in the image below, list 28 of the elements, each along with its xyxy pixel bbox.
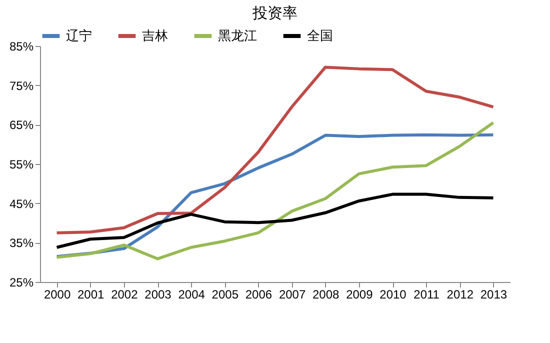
legend-label: 黑龙江 [218, 28, 257, 43]
x-tick-label: 2013 [480, 288, 508, 302]
y-tick-label: 35% [9, 236, 34, 250]
legend-label: 全国 [307, 28, 333, 43]
x-tick-label: 2010 [380, 288, 407, 302]
line-series [55, 66, 495, 234]
x-tick-label: 2008 [312, 288, 340, 302]
chart-title: 投资率 [252, 5, 298, 22]
legend-label: 吉林 [142, 28, 168, 43]
y-tick-label: 85% [9, 40, 34, 54]
y-tick-label: 75% [9, 78, 34, 93]
y-tick-label: 25% [9, 276, 34, 290]
x-tick-label: 2002 [111, 288, 138, 302]
x-tick-label: 2000 [44, 288, 71, 302]
x-tick-label: 2003 [144, 288, 172, 302]
x-tick-label: 2005 [212, 288, 239, 302]
legend-label: 辽宁 [66, 28, 92, 43]
x-tick-label: 2006 [245, 288, 272, 302]
y-tick-label: 55% [9, 158, 34, 172]
x-tick-label: 2011 [414, 288, 440, 302]
x-tick-label: 2004 [178, 288, 206, 302]
x-tick-label: 2009 [346, 288, 374, 302]
y-tick-label: 45% [9, 196, 34, 211]
x-tick-label: 2001 [78, 288, 105, 302]
y-tick-label: 65% [9, 118, 34, 132]
x-tick-label: 2012 [446, 288, 474, 302]
line-series [55, 192, 495, 249]
x-tick-label: 2007 [278, 288, 306, 302]
